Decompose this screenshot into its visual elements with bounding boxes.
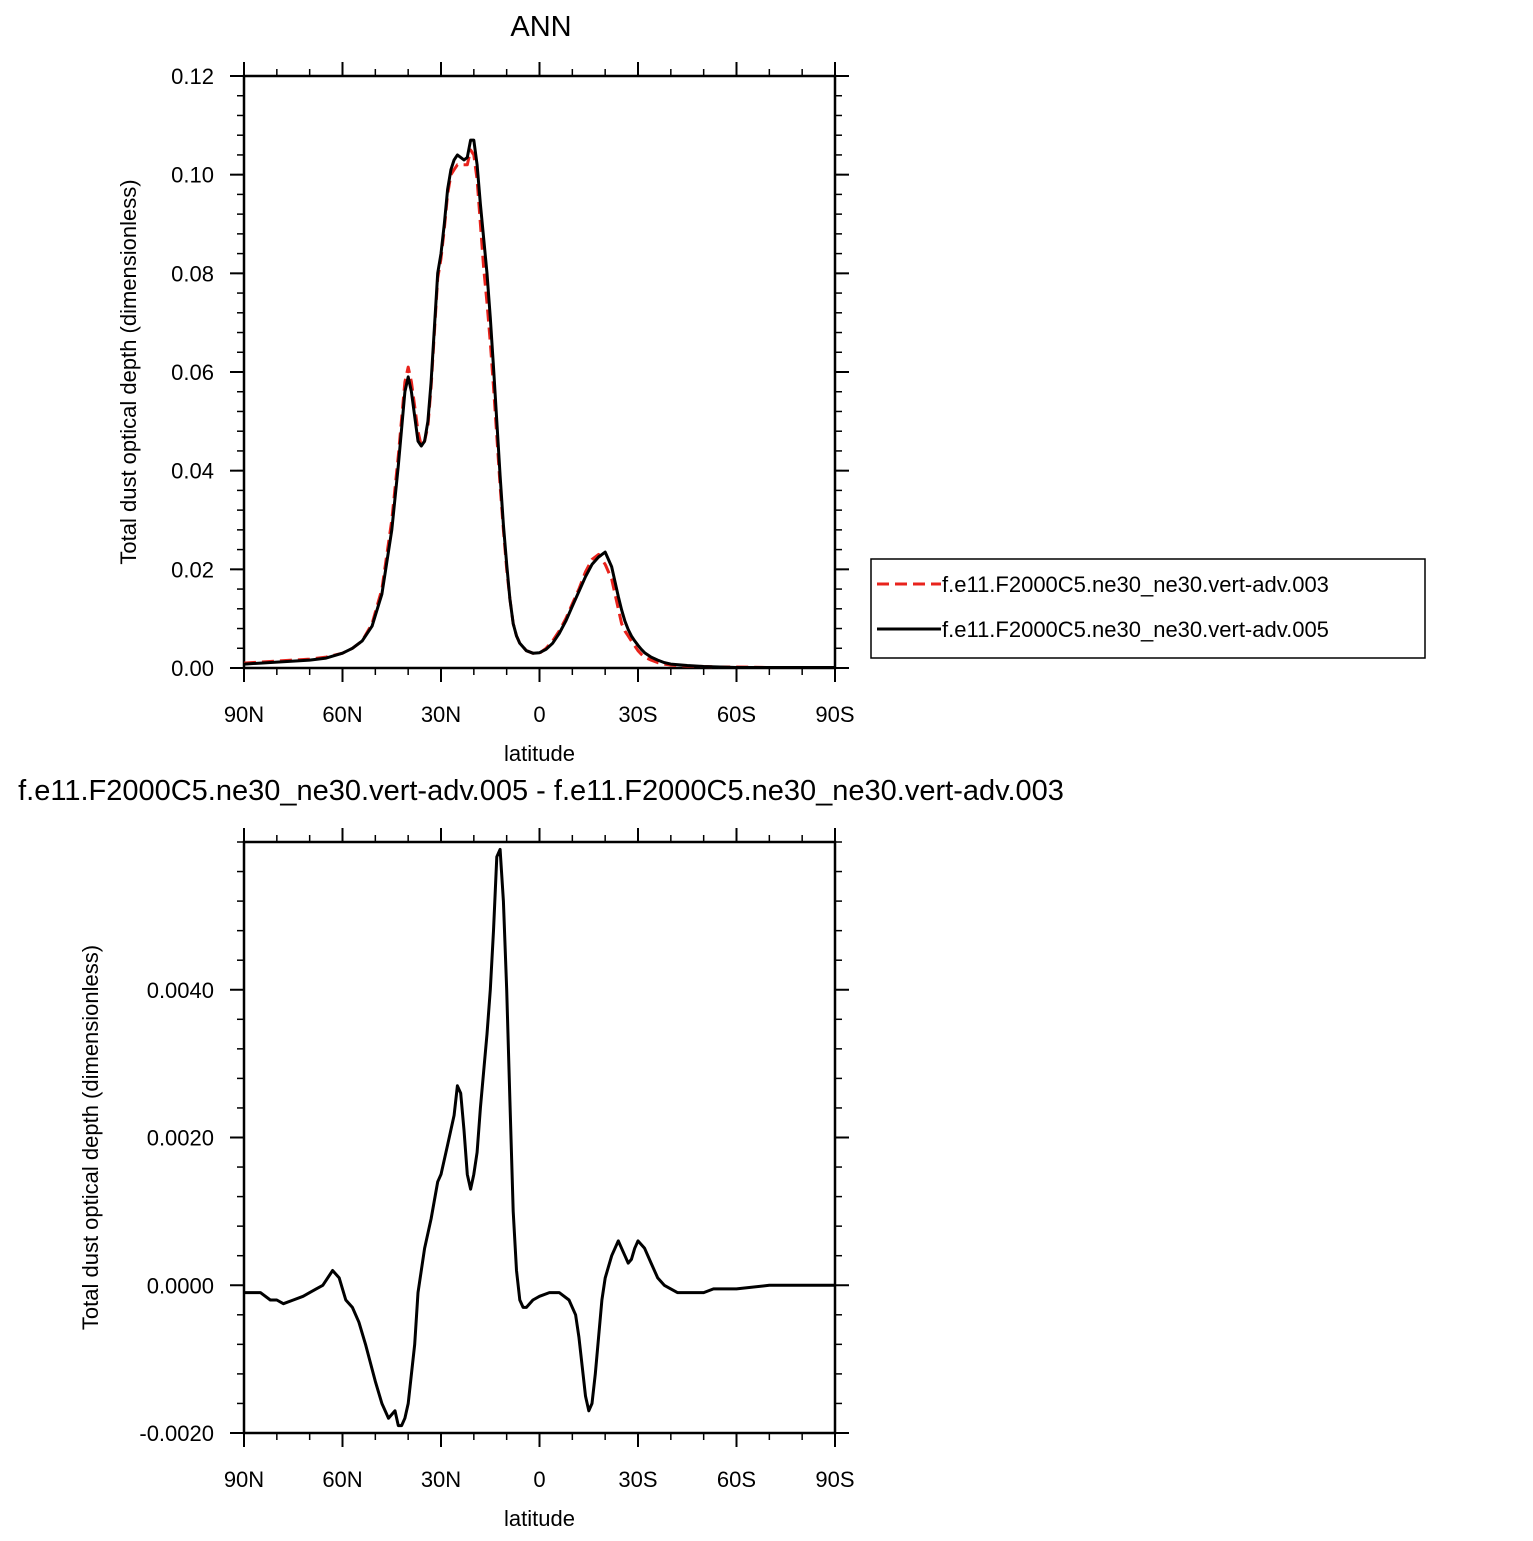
series-line-0	[244, 847, 835, 1428]
plot-frame	[242, 74, 837, 670]
y-tick-label: 0.04	[171, 459, 214, 484]
y-tick-label: 0.06	[171, 360, 214, 385]
y-tick-label: 0.0020	[147, 1126, 214, 1151]
y-tick-label: 0.0040	[147, 978, 214, 1003]
x-tick-label: 60N	[322, 702, 362, 727]
x-tick-label: 60S	[717, 702, 756, 727]
y-tick-label: 0.12	[171, 64, 214, 89]
x-axis-label: latitude	[504, 1506, 575, 1531]
x-tick-label: 90S	[815, 702, 854, 727]
x-tick-label: 0	[533, 702, 545, 727]
y-tick-label: 0.08	[171, 261, 214, 286]
y-tick-label: 0.02	[171, 557, 214, 582]
y-tick-label: 0.10	[171, 163, 214, 188]
difference-dust-aod-chart: f.e11.F2000C5.ne30_ne30.vert-adv.005 - f…	[18, 775, 1064, 1531]
y-tick-label: -0.0020	[139, 1421, 214, 1446]
x-axis-label: latitude	[504, 741, 575, 766]
legend-box	[870, 558, 1426, 659]
y-axis-label: Total dust optical depth (dimensionless)	[78, 945, 103, 1330]
x-tick-label: 0	[533, 1467, 545, 1492]
series-line-1	[243, 138, 835, 669]
x-tick-label: 60S	[717, 1467, 756, 1492]
series-line-0	[243, 148, 835, 669]
x-tick-label: 30S	[618, 702, 657, 727]
x-tick-label: 90S	[815, 1467, 854, 1492]
x-tick-label: 30S	[618, 1467, 657, 1492]
plot-frame	[242, 840, 837, 1435]
chart-title: ANN	[510, 11, 571, 43]
y-tick-label: 0.0000	[147, 1273, 214, 1298]
legend-label: f.e11.F2000C5.ne30_ne30.vert-adv.003	[942, 572, 1329, 597]
x-tick-label: 30N	[421, 702, 461, 727]
chart-title: f.e11.F2000C5.ne30_ne30.vert-adv.005 - f…	[18, 775, 1064, 807]
x-tick-label: 30N	[421, 1467, 461, 1492]
y-tick-label: 0.00	[171, 656, 214, 681]
x-tick-label: 90N	[224, 1467, 264, 1492]
y-axis-label: Total dust optical depth (dimensionless)	[116, 179, 141, 564]
legend-label: f.e11.F2000C5.ne30_ne30.vert-adv.005	[942, 617, 1329, 642]
x-tick-label: 60N	[322, 1467, 362, 1492]
x-tick-label: 90N	[224, 702, 264, 727]
annual-dust-aod-chart: ANN 90N 60N 30N 0 30S 60S 90S 0.00 0.02 0.04 0.06 0.…	[116, 11, 1426, 766]
